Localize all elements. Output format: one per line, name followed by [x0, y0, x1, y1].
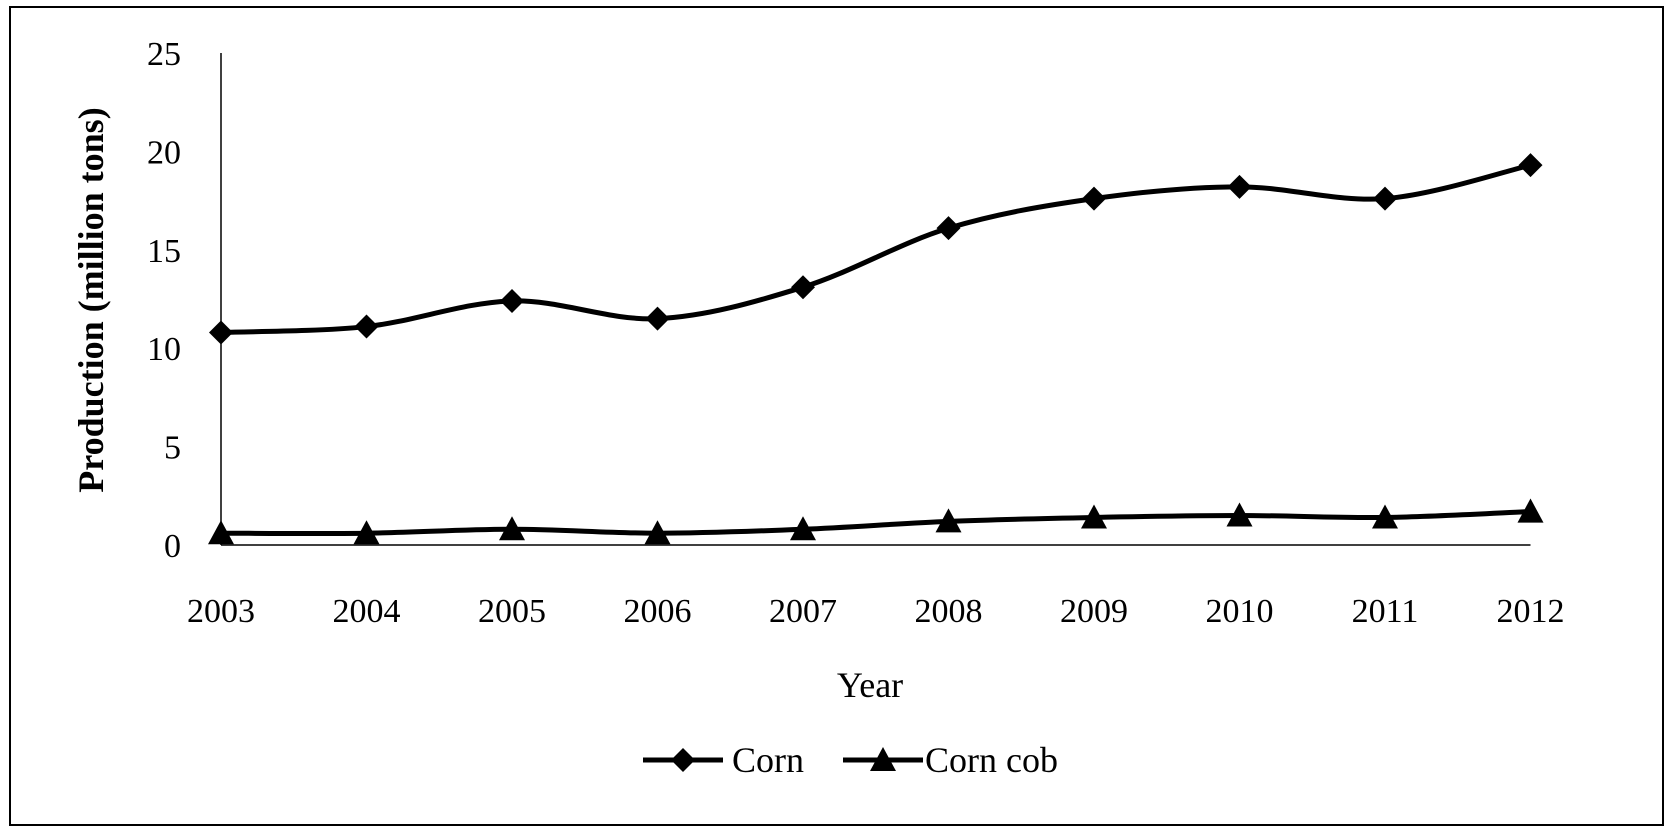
corn-cob-point — [1372, 504, 1398, 529]
corn-cob-point — [1081, 504, 1107, 529]
corn-cob-point — [499, 516, 525, 541]
y-tick-label: 5 — [164, 430, 181, 467]
legend-marker-corn-cob — [870, 747, 896, 772]
x-tick-label: 2005 — [478, 593, 546, 630]
corn-point — [209, 320, 233, 345]
corn-cob-point — [1517, 498, 1544, 523]
x-tick-label: 2010 — [1206, 593, 1274, 630]
series-lines — [220, 162, 1532, 536]
x-tick-labels: 2003 2004 2005 2006 2007 2008 2009 2010 2011 2012 — [187, 593, 1565, 630]
corn-cob-point — [790, 516, 816, 541]
corn-point — [1227, 174, 1252, 199]
legend: Corn Corn cob — [643, 740, 1058, 780]
x-tick-label: 2006 — [624, 593, 692, 630]
corn-point — [354, 314, 379, 339]
legend-label-corn-cob: Corn cob — [925, 740, 1058, 780]
y-tick-labels: 0 5 10 15 20 25 — [147, 36, 181, 565]
corn-point — [645, 306, 670, 331]
y-tick-label: 0 — [164, 528, 181, 565]
x-tick-label: 2003 — [187, 593, 255, 630]
series-markers — [208, 153, 1544, 545]
legend-label-corn: Corn — [732, 740, 804, 780]
corn-cob-point — [935, 508, 962, 533]
x-tick-label: 2007 — [769, 593, 837, 630]
axes — [220, 53, 1531, 546]
y-tick-label: 10 — [147, 331, 181, 368]
corn-cob-point — [353, 520, 380, 545]
y-tick-label: 15 — [147, 233, 181, 270]
corn-point — [936, 216, 961, 241]
legend-marker-corn — [671, 748, 695, 772]
corn-point — [1082, 186, 1106, 211]
corn-cob-point — [1226, 502, 1253, 527]
x-axis-title: Year — [837, 665, 903, 705]
corn-cob-point — [208, 520, 234, 545]
x-tick-label: 2004 — [333, 593, 401, 630]
corn-point — [500, 288, 524, 313]
corn-point — [791, 275, 815, 300]
corn-point — [1373, 186, 1397, 211]
y-tick-label: 25 — [147, 36, 181, 73]
y-axis-title: Production (million tons) — [71, 107, 111, 492]
x-tick-label: 2008 — [915, 593, 983, 630]
x-tick-label: 2011 — [1352, 593, 1419, 630]
corn-line — [220, 162, 1532, 335]
corn-point — [1518, 153, 1543, 178]
x-tick-label: 2009 — [1060, 593, 1128, 630]
corn-cob-line — [220, 509, 1531, 536]
chart-frame — [9, 6, 1664, 826]
x-tick-label: 2012 — [1497, 593, 1565, 630]
y-tick-label: 20 — [147, 134, 181, 171]
corn-cob-point — [644, 520, 671, 545]
